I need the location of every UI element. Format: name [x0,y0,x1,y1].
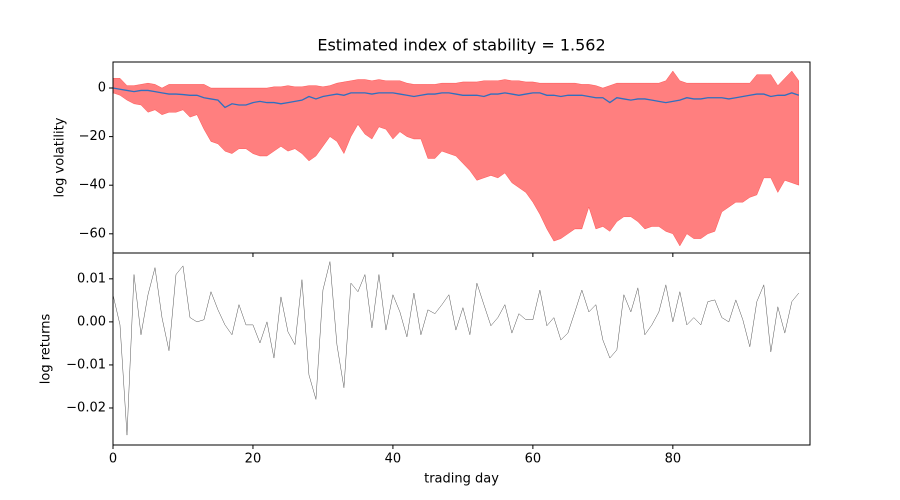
axes-frame [112,252,811,446]
y-axis-label: log returns [39,314,54,385]
confidence-band [112,70,800,247]
y-tick-label: −0.01 [66,357,106,372]
y-tick-label: −40 [79,178,106,193]
series-line [112,87,800,109]
x-tick-label: 40 [385,452,402,467]
chart-title: Estimated index of stability = 1.562 [317,36,605,55]
x-axis-label: trading day [424,472,499,487]
y-tick-label: −0.02 [66,400,106,415]
x-tick-label: 20 [245,452,262,467]
y-tick-label: 0.00 [77,314,106,329]
x-tick-label: 80 [665,452,682,467]
y-tick-label: −20 [79,129,106,144]
y-tick-label: −60 [79,226,106,241]
series-line [112,261,799,436]
x-tick-label: 60 [525,452,542,467]
y-axis-label: log volatility [53,117,68,197]
x-tick-label: 0 [109,452,117,467]
y-tick-label: 0 [98,81,106,96]
y-tick-label: 0.01 [77,271,106,286]
